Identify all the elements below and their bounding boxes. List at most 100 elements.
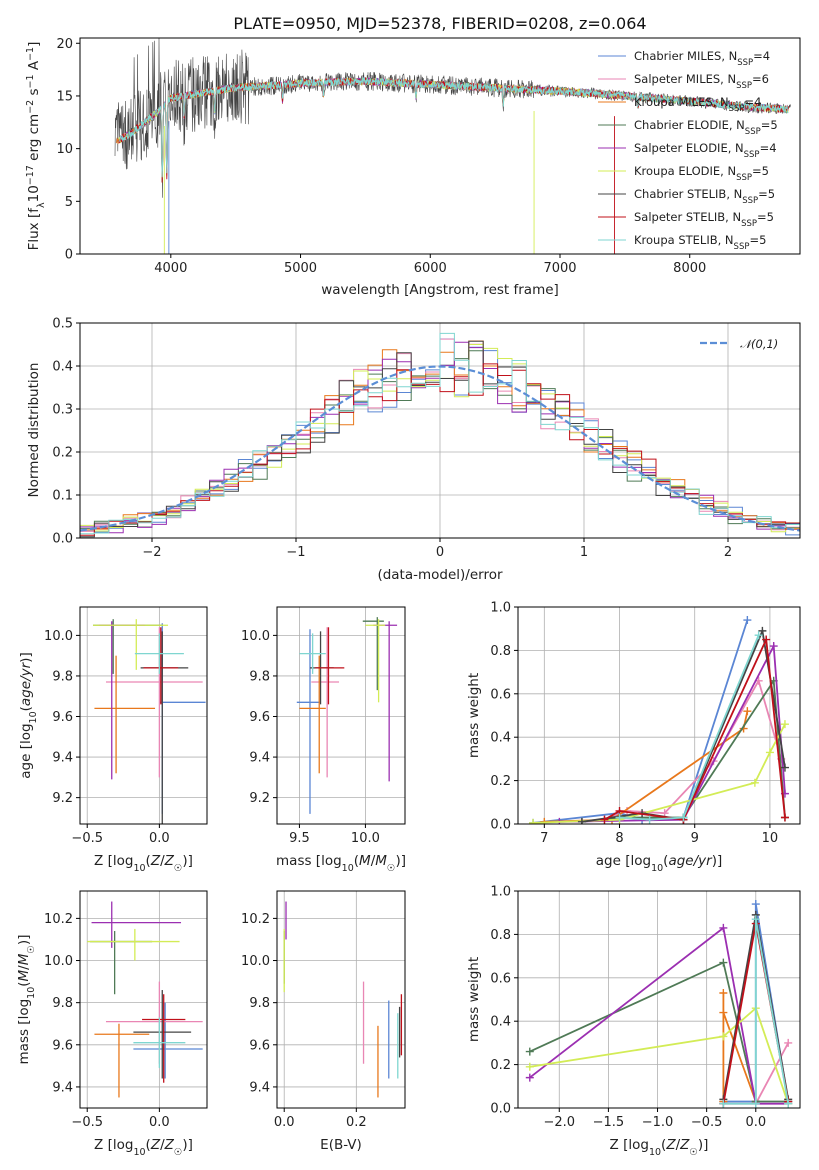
age_vs_z-frame xyxy=(79,606,208,825)
mass_vs_ebv-ytick-label: 10.0 xyxy=(241,954,270,969)
mass_vs_z-xlabel-part: ☉ xyxy=(174,1147,183,1158)
weight_vs_z-marker xyxy=(719,988,728,997)
age_vs_mass-xtick-label: 9.5 xyxy=(289,831,310,846)
weight_vs_age-marker xyxy=(780,813,789,822)
mass_vs_z-ylabel-part: / xyxy=(16,965,32,970)
spectrum-series-chabrier-stelib xyxy=(114,38,791,198)
mass_vs_z-panel: −0.5 0.09.49.69.810.010.2Z [log10(Z/Z☉)]m… xyxy=(16,890,208,1158)
spectrum-series-kroupa-stelib xyxy=(118,77,789,178)
weight_vs_z-marker xyxy=(719,1032,728,1041)
age_vs_mass-xtick-label: 10.0 xyxy=(351,831,380,846)
legend-model-name: Salpeter MILES, N xyxy=(634,72,736,86)
legend-sub: SSP xyxy=(744,150,760,160)
legend-nssp: =4 xyxy=(760,141,777,155)
weight_vs_z-xlabel-part: )] xyxy=(698,1137,709,1153)
weight_vs_z-xlabel-part: ( xyxy=(661,1137,666,1153)
weight_vs_z-plot-area xyxy=(525,900,793,1108)
weight_vs_z-ylabel-part: mass weight xyxy=(466,957,482,1042)
age_vs_mass-xlabel: mass [log10(M/M☉)] xyxy=(276,853,406,874)
weight_vs_z-xlabel-part: ☉ xyxy=(689,1147,698,1158)
weight_vs_z-ytick-label: 0.0 xyxy=(490,1102,511,1117)
weight_vs_z-marker xyxy=(525,1073,534,1082)
histogram-kroupa-stelib xyxy=(80,332,800,538)
weight_vs_z-ytick-label: 0.8 xyxy=(490,928,511,943)
mass_vs_ebv-xlabel-part: E(B-V) xyxy=(320,1137,362,1153)
weight_vs_age-marker xyxy=(758,626,767,635)
mass_vs_z-xlabel-part: Z [log xyxy=(94,1137,133,1153)
mass_vs_z-plot-area xyxy=(87,901,203,1098)
weight_vs_z-marker xyxy=(751,915,760,924)
residuals-ytick-label: 0.5 xyxy=(52,317,73,332)
residuals-panel: −2 −1 0 1 2 0.0 0.1 0.2 0.3 0.4 0.5 𝒩(0,1) (data-mod… xyxy=(26,317,801,583)
weight_vs_z-xlabel-part: Z xyxy=(665,1137,676,1153)
residuals-xtick-label: 1 xyxy=(580,545,588,560)
weight_vs_z-xtick-label: −1.5 xyxy=(593,1115,625,1130)
legend-entry: Kroupa MILES, NSSP=4 xyxy=(634,95,761,114)
weight_vs_z-line-2 xyxy=(722,993,757,1102)
age_vs_mass-xlabel-part: ( xyxy=(354,853,359,869)
legend-entry: Chabrier STELIB, NSSP=5 xyxy=(634,187,775,206)
spectrum-ytick-label: 0 xyxy=(65,248,73,263)
mass_vs_ebv-xlabel: E(B-V) xyxy=(320,1137,362,1153)
spectrum-panel: 4000 5000 6000 7000 8000 0 5 10 15 20 wavelength [… xyxy=(25,37,801,298)
weight_vs_z-marker xyxy=(784,1038,793,1047)
mass_vs_z-ytick-label: 9.4 xyxy=(52,1080,73,1095)
weight_vs_age-marker xyxy=(615,813,624,822)
age_vs_z-ytick-label: 9.4 xyxy=(52,751,73,766)
residuals-ylabel-part: Normed distribution xyxy=(26,363,42,498)
mass_vs_z-xlabel-part: Z xyxy=(150,1137,161,1153)
legend-nssp: =5 xyxy=(758,187,775,201)
mass_vs_z-ytick-label: 10.0 xyxy=(44,954,73,969)
weight_vs_z-marker xyxy=(525,1062,534,1071)
weight_vs_age-line-3 xyxy=(581,678,786,823)
weight_vs_age-xtick-label: 7 xyxy=(540,831,548,846)
legend-entry: Salpeter MILES, NSSP=6 xyxy=(634,72,769,91)
age_vs_z-xlabel-part: ( xyxy=(146,853,151,869)
mass_vs_z-ylabel-part: M xyxy=(16,953,32,965)
residuals-xtick-label: 0 xyxy=(436,545,444,560)
mass_vs_z-ylabel-part: mass [log xyxy=(16,999,32,1065)
mass_vs_ebv-panel: 0.0 0.2 9.4 9.6 9.8 10.0 10.2 E(B-V) xyxy=(241,890,406,1153)
age_vs_mass-ytick-label: 9.6 xyxy=(249,710,270,725)
weight_vs_z-marker xyxy=(784,1099,793,1108)
residuals-ytick-label: 0.2 xyxy=(52,446,73,461)
weight_vs_age-plot-area xyxy=(529,616,789,824)
spectrum-ylabel-part: −17 xyxy=(25,165,36,185)
weight_vs_age-xtick-label: 8 xyxy=(615,831,623,846)
weight_vs_age-frame xyxy=(517,606,801,825)
mass_vs_z-ylabel-part: ☉ xyxy=(26,945,37,954)
weight_vs_z-xlabel-part: Z [log xyxy=(610,1137,649,1153)
weight_vs_age-marker xyxy=(754,631,763,640)
mass_vs_ebv-ytick-label: 10.2 xyxy=(241,912,270,927)
legend-sub: SSP xyxy=(737,58,753,68)
spectrum-ylabel-part: 10 xyxy=(26,185,42,202)
weight_vs_age-marker xyxy=(743,707,752,716)
age_vs_mass-xlabel-part: ☉ xyxy=(387,863,396,874)
legend-nssp: =5 xyxy=(752,164,769,178)
legend-nssp: =6 xyxy=(752,72,769,86)
age_vs_z-xlabel: Z [log10(Z/Z☉)] xyxy=(94,853,193,874)
spectrum-ylabel-part: −1 xyxy=(25,47,36,61)
spectrum-ylabel: Flux [fλ10−17 erg cm−2 s−1 A−1] xyxy=(25,42,47,251)
spectrum-plot-area xyxy=(114,38,791,254)
weight_vs_z-xtick-label: −2.0 xyxy=(543,1115,575,1130)
age_vs_z-xtick-label: 0.0 xyxy=(149,831,170,846)
residuals-ytick-label: 0.3 xyxy=(52,403,73,418)
residuals-legend-label: 𝒩(0,1) xyxy=(740,337,778,351)
weight_vs_z-xlabel-part: 10 xyxy=(649,1147,661,1158)
mass_vs_z-xlabel-part: Z xyxy=(164,1137,175,1153)
age_vs_z-plot-area xyxy=(92,619,206,824)
mass_vs_ebv-plot-area xyxy=(283,901,403,1098)
legend-sub: SSP xyxy=(736,81,752,91)
weight_vs_z-marker xyxy=(751,900,760,909)
age_vs_mass-xlabel-part: )] xyxy=(395,853,406,869)
weight_vs_age-marker xyxy=(780,763,789,772)
age_vs_z-xlabel-part: )] xyxy=(182,853,193,869)
age_vs_z-ylabel-part: )] xyxy=(18,652,34,663)
mass_vs_z-xlabel: Z [log10(Z/Z☉)] xyxy=(94,1137,193,1158)
residuals-ylabel: Normed distribution xyxy=(26,363,42,498)
legend-entry: Kroupa STELIB, NSSP=5 xyxy=(634,233,766,252)
age_vs_mass-xlabel-part: mass [log xyxy=(276,853,342,869)
legend-model-name: Chabrier MILES, N xyxy=(634,49,737,63)
